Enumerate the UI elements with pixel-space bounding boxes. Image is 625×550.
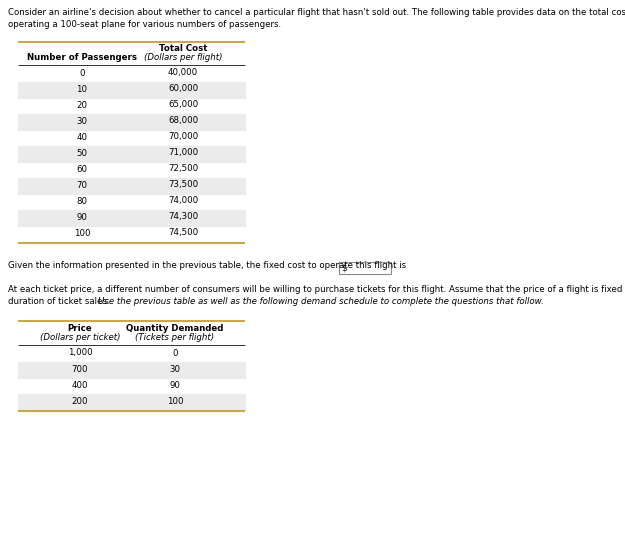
- Text: Quantity Demanded: Quantity Demanded: [126, 324, 224, 333]
- Text: 70: 70: [76, 180, 88, 190]
- Text: 72,500: 72,500: [168, 164, 198, 173]
- Text: 73,500: 73,500: [168, 180, 198, 190]
- Text: duration of ticket sales.: duration of ticket sales.: [8, 297, 112, 306]
- Text: 70,000: 70,000: [168, 133, 198, 141]
- Text: 30: 30: [76, 117, 88, 125]
- FancyBboxPatch shape: [339, 262, 391, 274]
- Text: Use the previous table as well as the following demand schedule to complete the : Use the previous table as well as the fo…: [98, 297, 544, 306]
- Text: .: .: [393, 261, 396, 270]
- Text: 74,500: 74,500: [168, 228, 198, 238]
- Text: (Tickets per flight): (Tickets per flight): [136, 333, 214, 342]
- Text: 74,300: 74,300: [168, 212, 198, 222]
- Text: 400: 400: [72, 381, 88, 389]
- Text: 700: 700: [72, 365, 88, 373]
- Text: 71,000: 71,000: [168, 148, 198, 157]
- Text: 40: 40: [76, 133, 88, 141]
- Text: 10: 10: [76, 85, 88, 94]
- Bar: [18, 146, 245, 162]
- Text: (Dollars per ticket): (Dollars per ticket): [40, 333, 120, 342]
- Bar: [18, 178, 245, 194]
- Text: Given the information presented in the previous table, the fixed cost to operate: Given the information presented in the p…: [8, 261, 409, 270]
- Text: At each ticket price, a different number of consumers will be willing to purchas: At each ticket price, a different number…: [8, 285, 625, 294]
- Text: 100: 100: [74, 228, 90, 238]
- Bar: [18, 210, 245, 226]
- Text: 60,000: 60,000: [168, 85, 198, 94]
- Text: 100: 100: [167, 397, 183, 405]
- Text: 20: 20: [76, 101, 88, 109]
- Text: 90: 90: [169, 381, 181, 389]
- Text: Consider an airline's decision about whether to cancel a particular flight that : Consider an airline's decision about whe…: [8, 8, 625, 17]
- Text: 40,000: 40,000: [168, 69, 198, 78]
- Text: 200: 200: [72, 397, 88, 405]
- Text: 50: 50: [76, 148, 88, 157]
- Text: 0: 0: [79, 69, 85, 78]
- Text: Number of Passengers: Number of Passengers: [27, 53, 137, 62]
- Bar: [18, 82, 245, 98]
- Text: (Dollars per flight): (Dollars per flight): [144, 53, 222, 62]
- Bar: [18, 114, 245, 130]
- Text: Price: Price: [68, 324, 92, 333]
- Text: 0: 0: [173, 349, 178, 358]
- Text: 30: 30: [169, 365, 181, 373]
- Text: Total Cost: Total Cost: [159, 44, 208, 53]
- Text: 80: 80: [76, 196, 88, 206]
- Text: 1,000: 1,000: [68, 349, 92, 358]
- Text: $: $: [341, 263, 347, 272]
- Text: 68,000: 68,000: [168, 117, 198, 125]
- Text: 60: 60: [76, 164, 88, 173]
- Bar: [18, 394, 245, 410]
- Text: 90: 90: [77, 212, 88, 222]
- Text: 65,000: 65,000: [168, 101, 198, 109]
- Text: 74,000: 74,000: [168, 196, 198, 206]
- Bar: [18, 362, 245, 378]
- Text: operating a 100-seat plane for various numbers of passengers.: operating a 100-seat plane for various n…: [8, 20, 281, 29]
